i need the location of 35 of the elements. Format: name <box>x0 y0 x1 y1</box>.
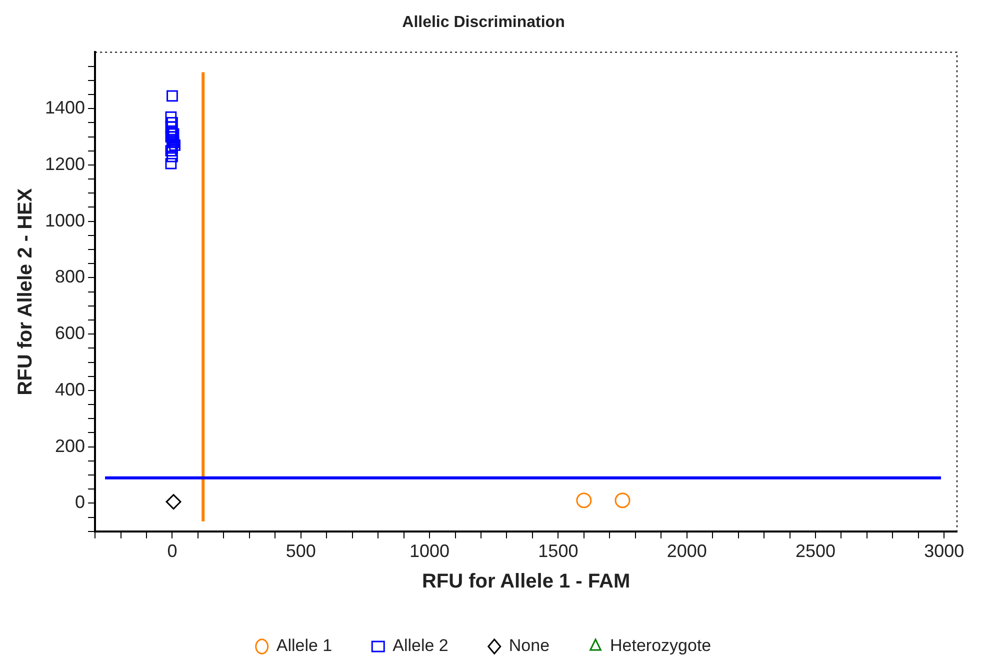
point <box>166 142 178 154</box>
legend-label: Allele 2 <box>392 636 448 656</box>
point <box>166 150 178 162</box>
y-tick-label: 400 <box>54 379 86 400</box>
point <box>576 492 592 508</box>
y-tick-label: 1400 <box>44 98 86 118</box>
x-tick-label: 500 <box>286 541 316 562</box>
legend-label: Allele 1 <box>276 636 332 656</box>
point <box>165 111 177 123</box>
legend-label: Heterozygote <box>610 636 712 656</box>
x-tick-label: 1000 <box>410 541 450 562</box>
y-tick-label: 1200 <box>44 154 86 174</box>
legend-label: None <box>508 636 550 656</box>
y-axis-title: RFU for Allele 2 - HEX <box>14 188 37 396</box>
point <box>165 145 177 157</box>
point <box>166 125 178 137</box>
x-tick-label: 3000 <box>924 541 964 562</box>
x-axis-title: RFU for Allele 1 - FAM <box>422 570 630 593</box>
y-tick-label: 1000 <box>44 210 86 230</box>
x-tick-label: 2000 <box>666 541 707 562</box>
point <box>165 158 177 170</box>
y-tick-label: 200 <box>54 436 86 456</box>
point <box>166 90 178 102</box>
point <box>166 494 182 510</box>
x-tick-label: 2500 <box>795 541 836 562</box>
x-tick-label: 0 <box>167 541 178 562</box>
point <box>169 140 181 151</box>
point <box>168 128 180 140</box>
y-tick-label: 0 <box>75 492 86 512</box>
y-tick-label: 800 <box>54 266 86 287</box>
y-tick-label: 600 <box>54 323 86 344</box>
point <box>614 492 630 508</box>
chart-title: Allelic Discrimination <box>402 14 565 32</box>
point <box>166 116 178 128</box>
x-tick-label: 1500 <box>538 541 578 562</box>
